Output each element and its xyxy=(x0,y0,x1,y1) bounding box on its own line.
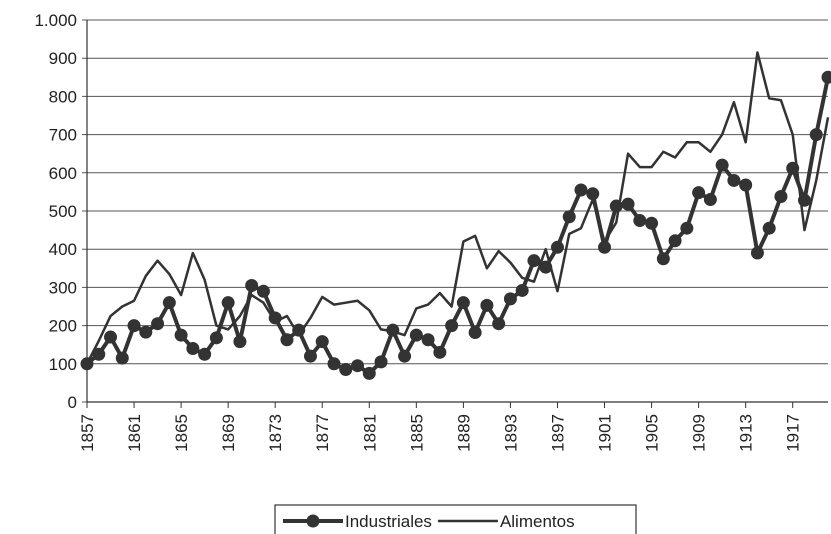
legend-marker xyxy=(306,514,320,528)
point xyxy=(162,296,176,310)
point xyxy=(821,70,831,84)
point xyxy=(433,345,447,359)
y-tick-label: 300 xyxy=(49,278,77,297)
y-tick-label: 900 xyxy=(49,49,77,68)
point xyxy=(280,333,294,347)
point xyxy=(209,331,223,345)
x-tick-label: 1885 xyxy=(407,414,426,452)
point xyxy=(468,325,482,339)
point xyxy=(574,183,588,197)
point xyxy=(774,189,788,203)
point xyxy=(374,355,388,369)
series-line xyxy=(85,76,830,376)
point xyxy=(598,240,612,254)
legend-label: Alimentos xyxy=(500,512,575,531)
x-tick-label: 1865 xyxy=(172,414,191,452)
legend-label: Industriales xyxy=(345,512,432,531)
point xyxy=(809,128,823,142)
x-tick-label: 1881 xyxy=(360,414,379,452)
x-tick-label: 1901 xyxy=(596,414,615,452)
x-tick-label: 1877 xyxy=(313,414,332,452)
point xyxy=(633,214,647,228)
y-tick-label: 100 xyxy=(49,355,77,374)
point xyxy=(409,328,423,342)
x-tick-label: 1897 xyxy=(548,414,567,452)
y-tick-label: 500 xyxy=(49,202,77,221)
x-tick-label: 1889 xyxy=(454,414,473,452)
point xyxy=(245,278,259,292)
point xyxy=(351,359,365,373)
y-tick-label: 700 xyxy=(49,126,77,145)
point xyxy=(727,173,741,187)
y-tick-label: 400 xyxy=(49,240,77,259)
point xyxy=(680,221,694,235)
point xyxy=(515,283,529,297)
point xyxy=(127,319,141,333)
point xyxy=(586,187,600,201)
point xyxy=(174,328,188,342)
point xyxy=(256,284,270,298)
point xyxy=(233,335,247,349)
point xyxy=(739,178,753,192)
point xyxy=(221,296,235,310)
point xyxy=(656,252,670,266)
y-tick-label: 600 xyxy=(49,164,77,183)
x-tick-label: 1893 xyxy=(501,414,520,452)
y-tick-label: 200 xyxy=(49,317,77,336)
point xyxy=(456,296,470,310)
point xyxy=(750,246,764,260)
x-tick-label: 1873 xyxy=(266,414,285,452)
series-line xyxy=(85,51,830,365)
point xyxy=(527,254,541,268)
point xyxy=(115,351,129,365)
point xyxy=(292,323,306,337)
y-tick-label: 800 xyxy=(49,87,77,106)
point xyxy=(692,186,706,200)
point xyxy=(562,210,576,224)
point xyxy=(480,298,494,312)
x-tick-label: 1905 xyxy=(643,414,662,452)
point xyxy=(492,317,506,331)
legend-box xyxy=(274,504,637,534)
point xyxy=(151,317,165,331)
point xyxy=(92,347,106,361)
x-tick-label: 1909 xyxy=(690,414,709,452)
x-tick-label: 1913 xyxy=(737,414,756,452)
point xyxy=(621,197,635,211)
y-tick-label: 0 xyxy=(68,393,77,412)
point xyxy=(550,240,564,254)
point xyxy=(186,342,200,356)
point xyxy=(315,335,329,349)
x-tick-label: 1869 xyxy=(219,414,238,452)
point xyxy=(104,330,118,344)
point xyxy=(503,292,517,306)
point xyxy=(715,158,729,172)
point xyxy=(445,319,459,333)
point xyxy=(198,347,212,361)
point xyxy=(303,349,317,363)
point xyxy=(668,234,682,248)
legend: Industriales Alimentos xyxy=(274,504,637,534)
x-tick-label: 1861 xyxy=(125,414,144,452)
point xyxy=(339,363,353,377)
point xyxy=(362,366,376,380)
point xyxy=(645,216,659,230)
x-tick-label: 1857 xyxy=(78,414,97,452)
point xyxy=(139,325,153,339)
x-tick-label: 1917 xyxy=(784,414,803,452)
point xyxy=(703,193,717,207)
point xyxy=(762,221,776,235)
point xyxy=(421,333,435,347)
point xyxy=(398,349,412,363)
y-tick-label: 1.000 xyxy=(34,11,77,30)
point xyxy=(327,357,341,371)
